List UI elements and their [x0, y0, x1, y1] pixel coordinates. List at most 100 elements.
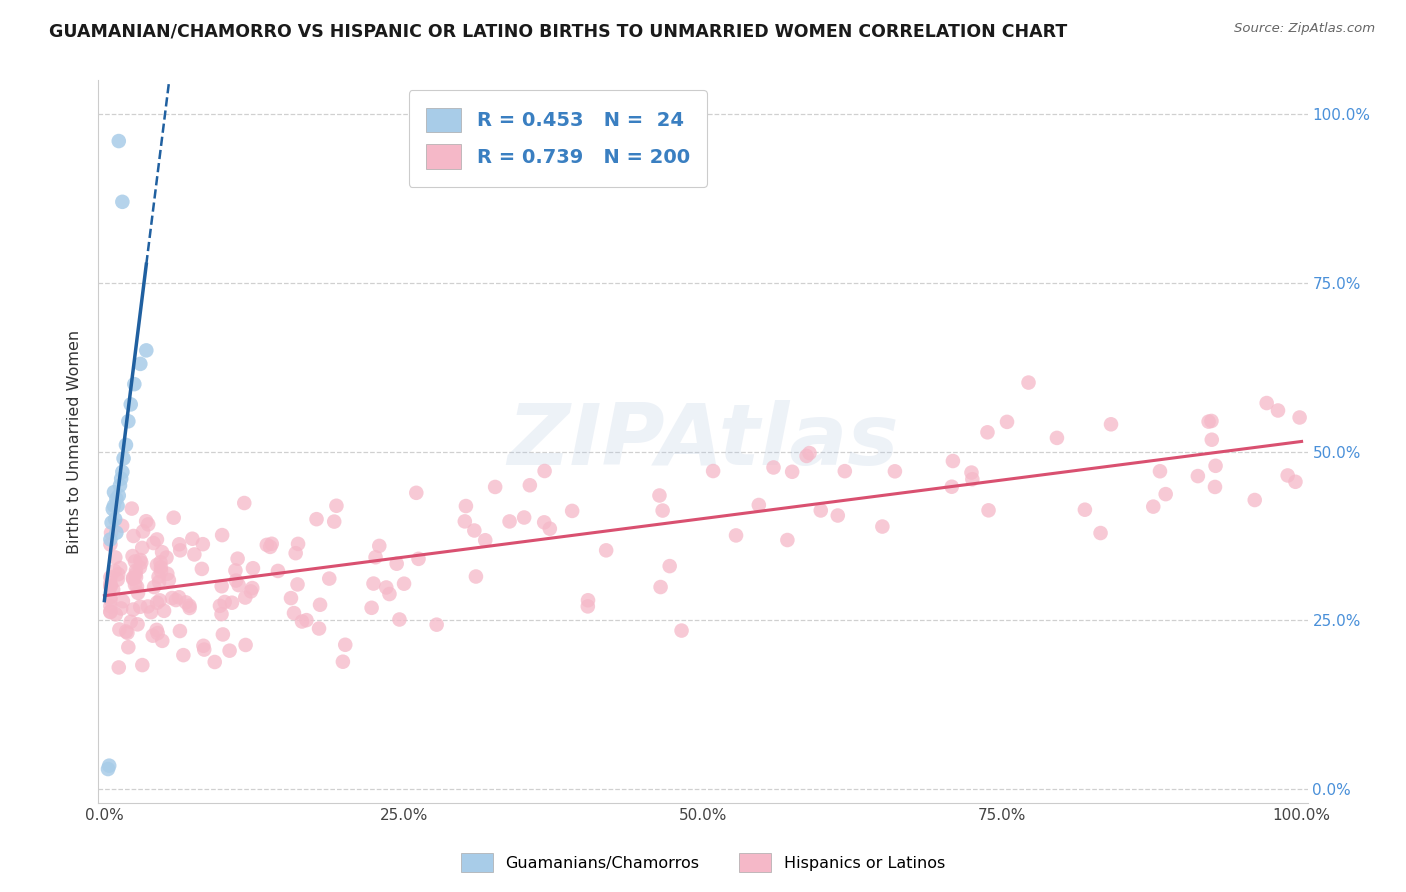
- Point: [100, 590, 122, 604]
- Point: [388, 613, 411, 627]
- Point: [101, 582, 124, 597]
- Point: [323, 515, 346, 529]
- Point: [228, 578, 250, 592]
- Point: [129, 553, 152, 567]
- Point: [150, 633, 173, 648]
- Point: [454, 515, 477, 529]
- Point: [748, 498, 770, 512]
- Point: [1204, 480, 1226, 494]
- Point: [368, 539, 391, 553]
- Point: [385, 557, 408, 571]
- Point: [1074, 502, 1097, 516]
- Point: [225, 574, 247, 588]
- Point: [104, 512, 127, 526]
- Point: [464, 569, 486, 583]
- Point: [325, 499, 347, 513]
- Point: [378, 587, 401, 601]
- Point: [107, 573, 129, 587]
- Point: [146, 533, 169, 547]
- Point: [214, 595, 236, 609]
- Y-axis label: Births to Unmarried Women: Births to Unmarried Women: [67, 329, 83, 554]
- Point: [212, 627, 235, 641]
- Point: [995, 415, 1018, 429]
- Point: [98, 758, 121, 772]
- Point: [127, 586, 149, 600]
- Point: [160, 591, 183, 605]
- Point: [103, 485, 125, 500]
- Point: [120, 397, 142, 411]
- Point: [1201, 414, 1223, 428]
- Point: [256, 538, 278, 552]
- Point: [169, 543, 191, 558]
- Point: [124, 554, 146, 568]
- Point: [1187, 469, 1209, 483]
- Point: [1149, 464, 1171, 478]
- Point: [240, 581, 263, 595]
- Point: [305, 512, 328, 526]
- Point: [129, 556, 152, 570]
- Point: [135, 343, 157, 358]
- Point: [513, 510, 536, 524]
- Point: [1288, 410, 1310, 425]
- Point: [318, 572, 340, 586]
- Point: [131, 541, 153, 555]
- Point: [242, 561, 264, 575]
- Point: [193, 642, 215, 657]
- Point: [239, 584, 262, 599]
- Point: [364, 550, 387, 565]
- Point: [1256, 396, 1278, 410]
- Point: [136, 599, 159, 614]
- Point: [224, 564, 246, 578]
- Point: [776, 533, 799, 547]
- Point: [127, 617, 149, 632]
- Point: [280, 591, 302, 606]
- Point: [115, 624, 138, 639]
- Point: [942, 454, 965, 468]
- Point: [146, 558, 169, 572]
- Point: [233, 496, 256, 510]
- Point: [110, 601, 132, 615]
- Point: [595, 543, 617, 558]
- Point: [117, 625, 139, 640]
- Point: [287, 577, 309, 591]
- Point: [117, 640, 139, 655]
- Point: [218, 643, 240, 657]
- Point: [107, 489, 129, 503]
- Point: [136, 517, 159, 532]
- Point: [111, 519, 134, 533]
- Point: [191, 562, 214, 576]
- Point: [110, 472, 132, 486]
- Point: [834, 464, 856, 478]
- Point: [941, 480, 963, 494]
- Point: [108, 478, 131, 492]
- Point: [1201, 433, 1223, 447]
- Point: [100, 580, 122, 594]
- Point: [148, 570, 170, 584]
- Point: [193, 639, 215, 653]
- Point: [129, 357, 152, 371]
- Point: [142, 629, 165, 643]
- Point: [363, 576, 385, 591]
- Point: [1205, 458, 1227, 473]
- Point: [100, 579, 122, 593]
- Point: [122, 529, 145, 543]
- Point: [576, 593, 599, 607]
- Point: [105, 491, 128, 506]
- Point: [128, 560, 150, 574]
- Point: [111, 465, 134, 479]
- Point: [103, 564, 125, 578]
- Point: [375, 581, 398, 595]
- Point: [100, 537, 122, 551]
- Point: [105, 525, 128, 540]
- Point: [104, 550, 127, 565]
- Point: [1018, 376, 1040, 390]
- Point: [235, 638, 257, 652]
- Point: [211, 607, 233, 621]
- Point: [169, 624, 191, 638]
- Point: [124, 578, 146, 592]
- Point: [121, 501, 143, 516]
- Point: [533, 516, 555, 530]
- Point: [295, 613, 318, 627]
- Point: [308, 622, 330, 636]
- Point: [100, 570, 122, 584]
